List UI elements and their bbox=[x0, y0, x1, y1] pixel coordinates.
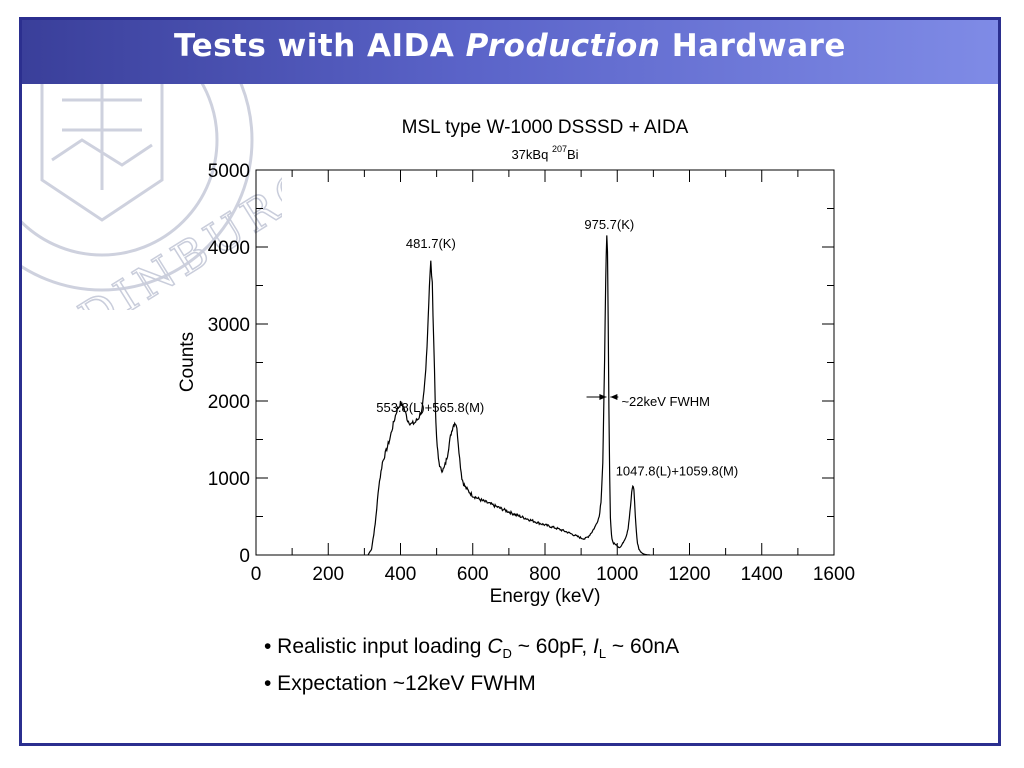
x-axis-label: Energy (keV) bbox=[490, 586, 601, 607]
fwhm-arrowhead-left bbox=[599, 394, 607, 400]
peak-label: 553.8(L)+565.8(M) bbox=[376, 400, 484, 415]
x-tick-label: 1000 bbox=[596, 564, 638, 585]
slide-frame: EDINBURGH Tests with AIDA Production Har… bbox=[19, 17, 1001, 746]
y-tick-labels: 0 1000 2000 3000 4000 5000 bbox=[208, 161, 250, 567]
x-tick-label: 1600 bbox=[813, 564, 855, 585]
x-tick-label: 200 bbox=[312, 564, 344, 585]
y-tick-label: 3000 bbox=[208, 315, 250, 336]
bullet-expectation: • Expectation ~12keV FWHM bbox=[264, 672, 536, 696]
y-tick-label: 0 bbox=[239, 546, 250, 567]
x-tick-label: 1200 bbox=[668, 564, 710, 585]
slide-title: Tests with AIDA Production Hardware bbox=[174, 28, 846, 64]
fwhm-arrowhead-right bbox=[610, 394, 618, 400]
spectrum-line bbox=[367, 235, 650, 556]
bullet-input-loading: • Realistic input loading CD ~ 60pF, IL … bbox=[264, 635, 680, 662]
x-tick-label: 1400 bbox=[741, 564, 783, 585]
axis-ticks bbox=[255, 169, 835, 556]
y-tick-label: 2000 bbox=[208, 392, 250, 413]
university-crest-watermark: EDINBURGH bbox=[22, 20, 282, 310]
peak-label: ~22keV FWHM bbox=[621, 394, 710, 409]
bullet-list: • Realistic input loading CD ~ 60pF, IL … bbox=[264, 632, 679, 699]
title-bar: Tests with AIDA Production Hardware bbox=[22, 20, 998, 84]
plot-frame bbox=[255, 169, 835, 556]
y-axis-label: Counts bbox=[177, 332, 198, 392]
peak-label: 481.7(K) bbox=[406, 236, 456, 251]
peak-annotations: 481.7(K) 975.7(K) 553.8(L)+565.8(M) ~22keV … bbox=[376, 217, 738, 478]
x-tick-label: 800 bbox=[529, 564, 561, 585]
spectrum-chart: MSL type W-1000 DSSSD + AIDA 37kBq 207Bi… bbox=[177, 117, 855, 607]
x-tick-label: 400 bbox=[385, 564, 417, 585]
y-tick-label: 5000 bbox=[208, 161, 250, 182]
x-tick-labels: 0 200 400 600 800 1000 1200 1400 1600 bbox=[251, 564, 855, 585]
peak-label: 1047.8(L)+1059.8(M) bbox=[616, 463, 739, 478]
x-tick-label: 0 bbox=[251, 564, 262, 585]
y-tick-label: 4000 bbox=[208, 238, 250, 259]
y-tick-label: 1000 bbox=[208, 469, 250, 490]
chart-subtitle: 37kBq 207Bi bbox=[511, 144, 578, 162]
chart-title: MSL type W-1000 DSSSD + AIDA bbox=[402, 117, 689, 138]
x-tick-label: 600 bbox=[457, 564, 489, 585]
fwhm-arrows bbox=[586, 394, 619, 400]
peak-label: 975.7(K) bbox=[584, 217, 634, 232]
